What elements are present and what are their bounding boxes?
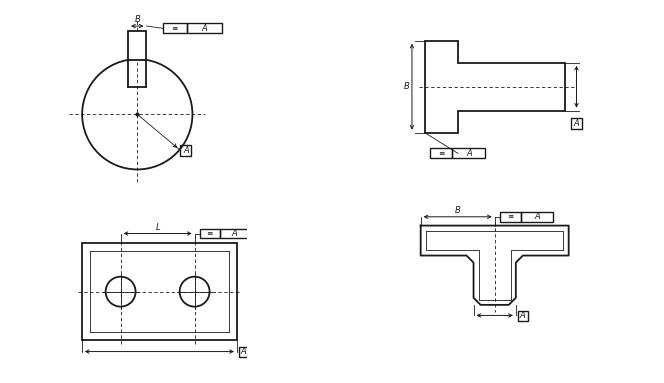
Text: ≡: ≡	[207, 229, 213, 238]
Bar	[500, 212, 521, 222]
Bar	[128, 31, 147, 60]
Bar	[521, 212, 553, 222]
Bar	[430, 148, 452, 159]
Text: A: A	[241, 347, 246, 356]
Text: A: A	[201, 24, 207, 33]
Text: A: A	[232, 229, 237, 238]
Text: A: A	[520, 311, 526, 320]
Bar	[517, 311, 528, 321]
Bar	[187, 23, 222, 33]
Text: ≡: ≡	[438, 149, 445, 158]
Text: ≡: ≡	[171, 24, 178, 33]
Text: B: B	[134, 15, 140, 24]
Text: B: B	[404, 82, 409, 91]
Bar	[220, 229, 249, 239]
Text: L: L	[155, 223, 160, 232]
Bar	[181, 145, 191, 156]
Text: A: A	[534, 212, 540, 221]
Text: ≡: ≡	[507, 212, 514, 221]
Bar	[238, 347, 249, 357]
Text: A: A	[574, 119, 580, 128]
Bar	[200, 229, 220, 239]
Text: A: A	[466, 149, 472, 158]
Bar	[452, 148, 485, 159]
Text: B: B	[455, 206, 461, 215]
Text: A: A	[183, 146, 189, 155]
Bar	[163, 23, 187, 33]
Bar	[571, 118, 582, 129]
Bar	[82, 243, 237, 340]
